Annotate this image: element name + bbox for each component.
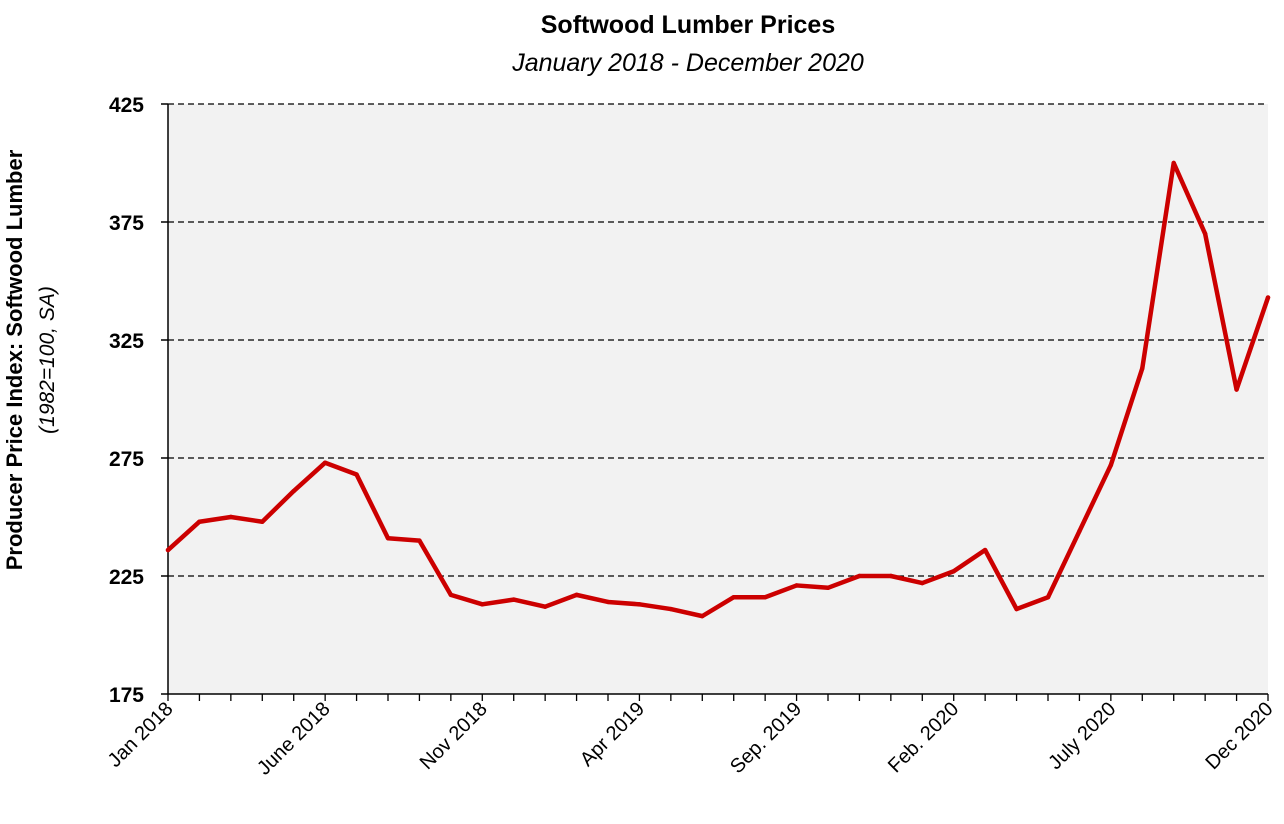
- chart-title: Softwood Lumber Prices: [541, 11, 835, 39]
- data-point: [260, 519, 265, 524]
- data-point: [542, 604, 548, 609]
- data-point: [1265, 295, 1271, 300]
- series-line: [165, 160, 1271, 619]
- axes: [167, 104, 1268, 695]
- grid-lines: [168, 103, 1268, 577]
- chart-subtitle: January 2018 - December 2020: [511, 49, 864, 77]
- y-tick-label-425: 425: [109, 94, 144, 117]
- data-point: [794, 583, 799, 588]
- data-point: [1140, 366, 1145, 371]
- data-point: [322, 460, 328, 465]
- y-axis-ticks: 175 225 275 325 375 425: [109, 94, 168, 707]
- data-point: [888, 573, 894, 579]
- data-point: [385, 536, 391, 541]
- y-tick-label-375: 375: [109, 212, 144, 235]
- data-point: [637, 602, 642, 607]
- data-point: [574, 592, 579, 598]
- data-point: [165, 547, 171, 553]
- y-tick-label-225: 225: [109, 566, 144, 589]
- x-tick-label: July 2020: [1044, 698, 1120, 774]
- data-point: [291, 488, 296, 494]
- x-tick-label: June 2018: [253, 698, 335, 780]
- x-axis-ticks: Jan 2018 June 2018 Nov 2018 Apr 2019 Sep. 20…: [104, 694, 1278, 780]
- data-point: [951, 569, 956, 574]
- data-point: [1202, 231, 1208, 236]
- y-axis-sublabel: (1982=100, SA): [36, 286, 59, 434]
- data-point: [762, 595, 768, 600]
- data-point: [982, 547, 988, 553]
- plot-area: [168, 104, 1268, 694]
- data-point: [417, 538, 422, 543]
- x-tick-label: Jan 2018: [104, 698, 178, 772]
- data-point: [354, 472, 359, 477]
- x-tick-label: Dec 2020: [1201, 698, 1277, 774]
- data-point: [1108, 462, 1114, 468]
- x-tick-label: Feb. 2020: [884, 698, 963, 777]
- data-point: [1077, 528, 1082, 534]
- y-tick-label-175: 175: [109, 684, 144, 707]
- data-point: [511, 597, 516, 602]
- y-tick-label-325: 325: [109, 330, 144, 353]
- data-point: [1234, 387, 1239, 392]
- y-axis-label: Producer Price Index: Softwood Lumber: [2, 149, 27, 570]
- data-point: [668, 606, 674, 612]
- x-tick-label: Sep. 2019: [726, 698, 806, 778]
- data-point: [1045, 595, 1051, 600]
- x-tick-label: Nov 2018: [416, 698, 492, 774]
- data-point: [1014, 606, 1019, 612]
- series-group: [165, 160, 1271, 619]
- x-tick-label: Apr 2019: [576, 698, 649, 771]
- y-tick-label-275: 275: [109, 448, 144, 471]
- data-point: [228, 514, 234, 520]
- data-point: [197, 519, 202, 524]
- data-point: [1171, 160, 1176, 166]
- data-point: [920, 580, 925, 586]
- data-point: [731, 595, 736, 600]
- data-point: [825, 585, 831, 590]
- data-point: [857, 573, 862, 579]
- data-point: [605, 599, 611, 605]
- data-point: [480, 602, 485, 607]
- data-point: [700, 613, 705, 619]
- data-point: [448, 592, 454, 598]
